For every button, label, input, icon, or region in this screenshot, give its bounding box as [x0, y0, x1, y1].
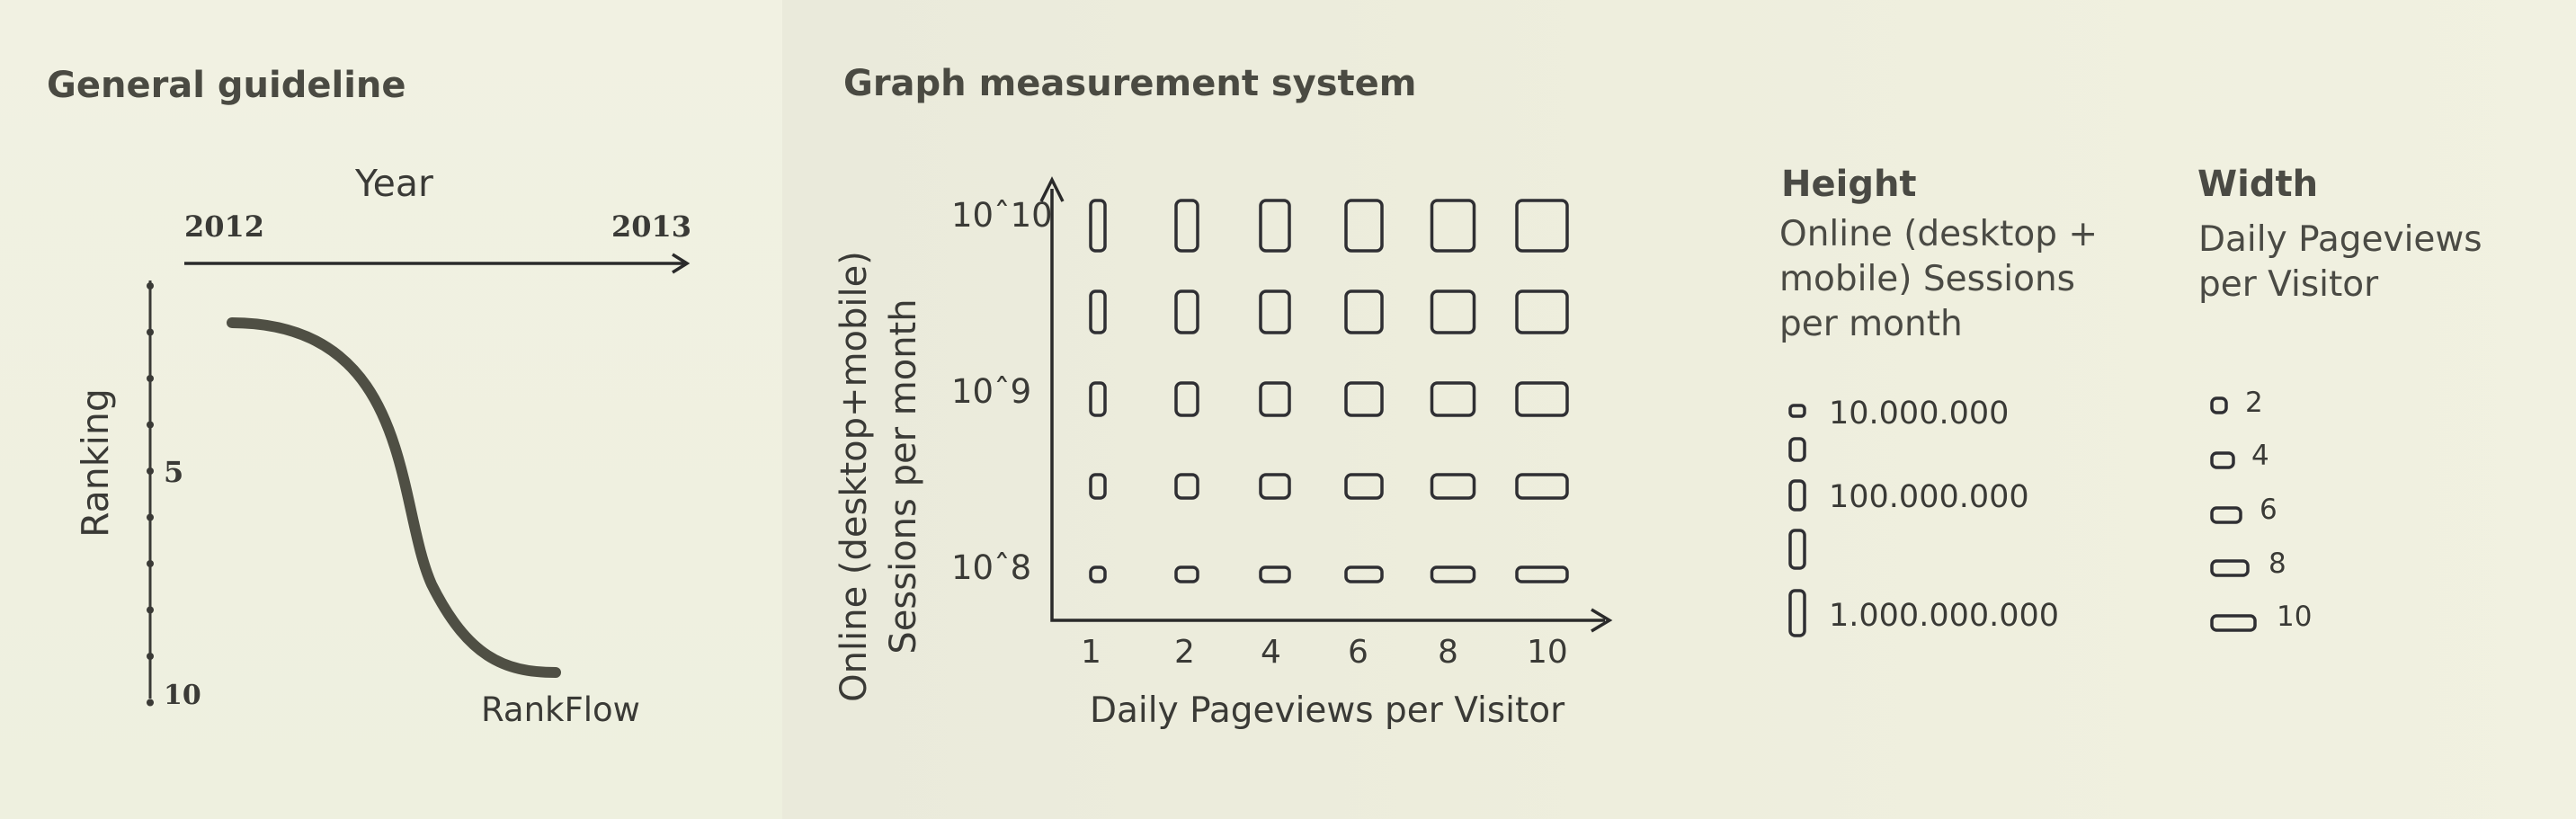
- graph-measurement-panel: [782, 0, 2576, 819]
- legend-width-subtitle: Daily Pageviews per Visitor: [2198, 219, 2482, 305]
- x-tick-label: 4: [1261, 634, 1281, 671]
- year-axis-label: Year: [355, 162, 433, 205]
- glyph-cell: [1344, 473, 1384, 500]
- ranking-tick: [147, 606, 154, 614]
- glyph-cell: [1515, 565, 1569, 583]
- x-tick-label: 8: [1438, 634, 1458, 671]
- rankflow-curve: [227, 317, 561, 678]
- glyph-cell: [1174, 199, 1199, 253]
- glyph-cell: [1259, 473, 1291, 500]
- ranking-tick: [147, 699, 154, 707]
- rank-mid-label: 5: [164, 455, 184, 489]
- legend-width-entry: 4: [2251, 440, 2269, 472]
- graph-measurement-title: Graph measurement system: [843, 63, 1417, 104]
- ranking-tick: [147, 513, 154, 521]
- legend-width-entry: 8: [2268, 547, 2286, 580]
- legend-height-entry: 1.000.000.000: [1829, 598, 2060, 634]
- legend-height-glyphs: [1788, 404, 1806, 637]
- legend-width-glyph: [2210, 396, 2228, 414]
- glyph-cell: [1515, 381, 1569, 417]
- glyph-cell: [1089, 473, 1107, 500]
- glyph-cell: [1344, 289, 1384, 334]
- y-axis-arrowhead: [1039, 176, 1065, 202]
- legend-height-glyph: [1788, 437, 1806, 462]
- glyph-cell: [1089, 381, 1107, 417]
- glyph-cell: [1430, 199, 1476, 253]
- glyph-cell: [1174, 565, 1199, 583]
- year-start-label: 2012: [184, 209, 265, 244]
- glyph-cell: [1174, 381, 1199, 417]
- legend-height-glyph: [1788, 529, 1806, 570]
- glyph-grid: [1089, 199, 1569, 583]
- legend-width-glyph: [2210, 614, 2257, 632]
- glyph-cell: [1344, 381, 1384, 417]
- x-tick-label: 1: [1081, 634, 1101, 671]
- legend-width-glyph: [2210, 506, 2242, 524]
- legend-height-glyph: [1788, 404, 1806, 418]
- legend-height-glyph: [1788, 479, 1806, 512]
- legend-height-entry: 100.000.000: [1829, 479, 2029, 515]
- y-tick-label: 10ˆ8: [951, 548, 1032, 587]
- legend-height-title: Height: [1781, 164, 1917, 205]
- legend-width-glyph: [2210, 451, 2235, 469]
- general-guideline-panel: [0, 0, 782, 819]
- glyph-cell: [1174, 473, 1199, 500]
- x-tick-label: 10: [1527, 634, 1568, 671]
- legend-height-glyph: [1788, 589, 1806, 637]
- ranking-tick: [147, 653, 154, 660]
- ranking-tick: [147, 560, 154, 567]
- glyph-cell: [1430, 565, 1476, 583]
- glyph-cell: [1515, 473, 1569, 500]
- glyph-cell: [1430, 473, 1476, 500]
- glyph-cell: [1344, 565, 1384, 583]
- legend-width-entry: 10: [2277, 601, 2313, 633]
- glyph-cell: [1430, 289, 1476, 334]
- legend-width-glyph: [2210, 559, 2250, 577]
- glyph-cell: [1344, 199, 1384, 253]
- glyph-cell: [1259, 289, 1291, 334]
- general-guideline-title: General guideline: [47, 65, 406, 106]
- glyph-cell: [1089, 199, 1107, 253]
- ranking-tick: [147, 421, 154, 429]
- ranking-tick: [147, 328, 154, 336]
- legend-height-entry: 10.000.000: [1829, 396, 2010, 432]
- ranking-axis-ticks: [147, 282, 154, 707]
- glyph-cell: [1174, 289, 1199, 334]
- legend-width-title: Width: [2197, 164, 2319, 205]
- graph-axes: [1050, 189, 1605, 622]
- rank-end-label: 10: [164, 680, 201, 711]
- glyph-cell: [1089, 289, 1107, 334]
- year-end-label: 2013: [611, 209, 692, 244]
- glyph-cell: [1259, 199, 1291, 253]
- year-axis-arrowhead: [672, 253, 691, 274]
- x-axis-arrowhead: [1591, 608, 1613, 633]
- legend-width-glyphs: [2210, 396, 2257, 632]
- y-tick-label: 10ˆ9: [951, 372, 1032, 411]
- ranking-tick: [147, 467, 154, 475]
- glyph-cell: [1430, 381, 1476, 417]
- glyph-cell: [1515, 199, 1569, 253]
- y-tick-label: 10ˆ10: [951, 196, 1053, 235]
- rankflow-label: RankFlow: [481, 690, 640, 729]
- graph-x-axis-label: Daily Pageviews per Visitor: [1090, 690, 1565, 731]
- glyph-cell: [1515, 289, 1569, 334]
- x-tick-label: 2: [1174, 634, 1195, 671]
- glyph-cell: [1089, 565, 1107, 583]
- legend-width-entry: 6: [2260, 494, 2277, 526]
- glyph-cell: [1259, 565, 1291, 583]
- ranking-tick: [147, 282, 154, 289]
- legend-height-subtitle: Online (desktop + mobile) Sessions per m…: [1779, 214, 2099, 344]
- legend-width-entry: 2: [2245, 387, 2263, 419]
- glyph-cell: [1259, 381, 1291, 417]
- x-tick-label: 6: [1348, 634, 1368, 671]
- ranking-tick: [147, 375, 154, 382]
